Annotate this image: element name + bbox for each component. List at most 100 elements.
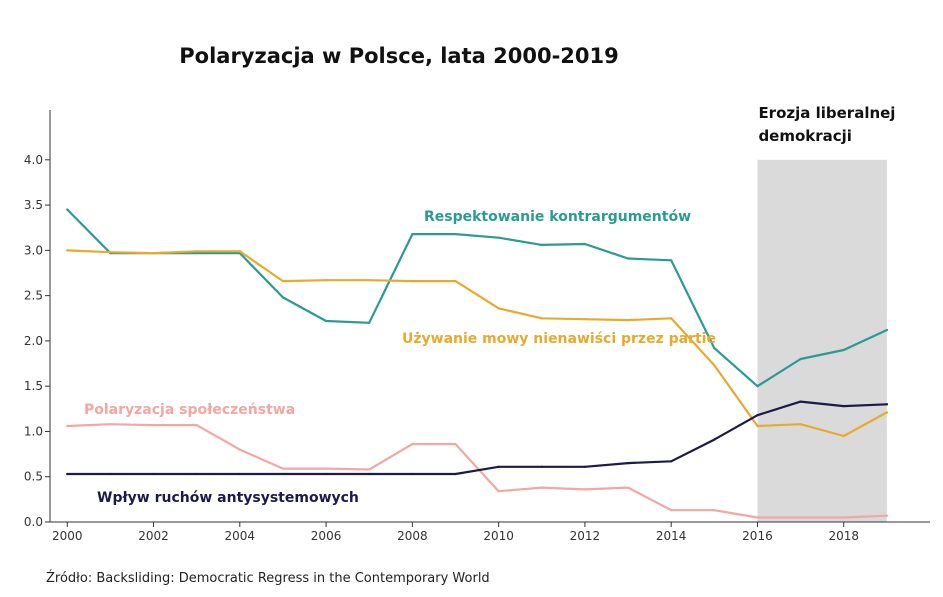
data-point-respektowanie-kontrargumentow — [324, 319, 328, 323]
y-tick-label: 1.5 — [24, 379, 43, 393]
data-point-respektowanie-kontrargumentow — [540, 243, 543, 247]
data-point-respektowanie-kontrargumentow — [885, 328, 888, 332]
data-point-uzywanie-mowy-nienawisci-przez-partie — [885, 411, 888, 414]
y-tick-label: 0.5 — [24, 470, 43, 484]
series-label-polaryzacja-spoleczenstwa: Polaryzacja społeczeństwa — [84, 402, 295, 418]
y-tick-label: 0.0 — [24, 515, 43, 529]
series-label-wplyw-ruchow-antysystemowych: Wpływ ruchów antysystemowych — [97, 490, 359, 506]
data-point-uzywanie-mowy-nienawisci-przez-partie — [368, 279, 371, 282]
data-point-wplyw-ruchow-antysystemowych — [411, 472, 414, 476]
data-point-polaryzacja-spoleczenstwa — [626, 486, 630, 489]
data-point-respektowanie-kontrargumentow — [368, 321, 371, 324]
y-tick-label: 2.5 — [24, 289, 43, 303]
data-point-wplyw-ruchow-antysystemowych — [670, 460, 673, 463]
data-point-wplyw-ruchow-antysystemowych — [799, 400, 802, 403]
data-point-wplyw-ruchow-antysystemowych — [368, 472, 371, 476]
data-point-respektowanie-kontrargumentow — [713, 347, 716, 350]
data-point-polaryzacja-spoleczenstwa — [238, 448, 241, 451]
data-point-respektowanie-kontrargumentow — [670, 259, 673, 262]
data-point-uzywanie-mowy-nienawisci-przez-partie — [109, 251, 112, 254]
series-labels: Respektowanie kontrargumentów Używanie mo… — [84, 209, 716, 506]
data-point-polaryzacja-spoleczenstwa — [842, 516, 845, 519]
shaded-region — [757, 159, 887, 523]
data-point-respektowanie-kontrargumentow — [842, 348, 845, 352]
x-tick-label: 2014 — [656, 529, 687, 543]
data-point-uzywanie-mowy-nienawisci-przez-partie — [324, 279, 328, 282]
data-point-uzywanie-mowy-nienawisci-przez-partie — [756, 424, 759, 428]
data-point-uzywanie-mowy-nienawisci-przez-partie — [497, 307, 500, 310]
data-point-wplyw-ruchow-antysystemowych — [626, 462, 630, 465]
data-point-uzywanie-mowy-nienawisci-przez-partie — [540, 317, 543, 320]
data-point-wplyw-ruchow-antysystemowych — [583, 465, 587, 468]
data-point-uzywanie-mowy-nienawisci-przez-partie — [626, 318, 630, 322]
shaded-region-label-line-1: Erozja liberalnej — [758, 104, 895, 122]
x-tick-label: 2010 — [483, 529, 514, 543]
series-label-uzywanie-mowy-nienawisci-przez-partie: Używanie mowy nienawiści przez partie — [402, 331, 716, 347]
data-point-respektowanie-kontrargumentow — [626, 257, 630, 260]
data-point-wplyw-ruchow-antysystemowych — [885, 403, 888, 406]
series-lines — [66, 208, 889, 519]
y-tick-label: 4.0 — [24, 153, 43, 167]
series-line-wplyw-ruchow-antysystemowych — [66, 400, 889, 476]
data-point-wplyw-ruchow-antysystemowych — [281, 472, 285, 476]
data-point-respektowanie-kontrargumentow — [799, 357, 802, 361]
data-point-wplyw-ruchow-antysystemowych — [756, 414, 759, 417]
series-line-uzywanie-mowy-nienawisci-przez-partie — [66, 249, 889, 438]
axes: 0.0 0.5 1.0 1.5 2.0 2.5 3.0 3.5 4.0 2000 2002 2004 2… — [24, 110, 930, 543]
data-point-polaryzacja-spoleczenstwa — [66, 424, 69, 428]
data-point-polaryzacja-spoleczenstwa — [411, 443, 414, 446]
data-point-polaryzacja-spoleczenstwa — [152, 424, 155, 427]
data-point-uzywanie-mowy-nienawisci-przez-partie — [670, 317, 673, 320]
chart-title: Polaryzacja w Polsce, lata 2000-2019 — [179, 44, 618, 68]
data-point-uzywanie-mowy-nienawisci-przez-partie — [152, 251, 155, 255]
data-point-uzywanie-mowy-nienawisci-przez-partie — [238, 250, 241, 253]
data-point-wplyw-ruchow-antysystemowych — [497, 465, 500, 468]
series-label-respektowanie-kontrargumentow: Respektowanie kontrargumentów — [424, 209, 691, 225]
data-point-uzywanie-mowy-nienawisci-przez-partie — [66, 249, 69, 252]
data-point-wplyw-ruchow-antysystemowych — [842, 404, 845, 408]
data-point-respektowanie-kontrargumentow — [195, 251, 198, 255]
data-point-uzywanie-mowy-nienawisci-przez-partie — [195, 250, 198, 253]
x-tick-label: 2002 — [138, 529, 169, 543]
source-note: Źródło: Backsliding: Democratic Regress … — [46, 570, 490, 586]
data-point-uzywanie-mowy-nienawisci-przez-partie — [454, 280, 457, 283]
data-point-respektowanie-kontrargumentow — [756, 385, 759, 388]
x-tick-label: 2008 — [397, 529, 428, 543]
data-point-wplyw-ruchow-antysystemowych — [540, 465, 543, 468]
data-point-polaryzacja-spoleczenstwa — [583, 488, 587, 491]
data-point-polaryzacja-spoleczenstwa — [324, 467, 328, 470]
data-point-uzywanie-mowy-nienawisci-przez-partie — [411, 280, 414, 283]
data-point-wplyw-ruchow-antysystemowych — [713, 438, 716, 441]
y-tick-label: 1.0 — [24, 424, 43, 438]
data-point-respektowanie-kontrargumentow — [583, 242, 587, 246]
data-point-polaryzacja-spoleczenstwa — [368, 468, 371, 471]
x-tick-label: 2000 — [52, 529, 83, 543]
data-point-uzywanie-mowy-nienawisci-przez-partie — [713, 364, 716, 367]
shaded-region-label-line-2: demokracji — [758, 127, 852, 145]
data-point-polaryzacja-spoleczenstwa — [756, 516, 759, 519]
data-point-polaryzacja-spoleczenstwa — [109, 423, 112, 426]
x-tick-label: 2006 — [311, 529, 342, 543]
data-point-polaryzacja-spoleczenstwa — [885, 514, 888, 517]
data-point-uzywanie-mowy-nienawisci-przez-partie — [281, 280, 285, 283]
data-point-wplyw-ruchow-antysystemowych — [454, 472, 457, 476]
y-tick-label: 2.0 — [24, 334, 43, 348]
data-point-polaryzacja-spoleczenstwa — [497, 490, 500, 493]
data-point-polaryzacja-spoleczenstwa — [281, 467, 285, 470]
series-line-respektowanie-kontrargumentow — [66, 208, 889, 388]
data-point-respektowanie-kontrargumentow — [411, 232, 414, 236]
data-point-wplyw-ruchow-antysystemowych — [238, 472, 241, 476]
data-point-wplyw-ruchow-antysystemowych — [152, 472, 155, 476]
data-point-polaryzacja-spoleczenstwa — [540, 486, 543, 489]
y-tick-label: 3.0 — [24, 243, 43, 257]
data-point-polaryzacja-spoleczenstwa — [454, 443, 457, 446]
y-tick-label: 3.5 — [24, 198, 43, 212]
data-point-wplyw-ruchow-antysystemowych — [109, 472, 112, 476]
x-tick-label: 2012 — [570, 529, 601, 543]
data-point-uzywanie-mowy-nienawisci-przez-partie — [583, 318, 587, 321]
data-point-respektowanie-kontrargumentow — [281, 296, 285, 299]
series-line-polaryzacja-spoleczenstwa — [66, 423, 889, 519]
data-point-polaryzacja-spoleczenstwa — [670, 509, 673, 512]
shaded-region-layer: Erozja liberalnej demokracji — [757, 104, 895, 523]
